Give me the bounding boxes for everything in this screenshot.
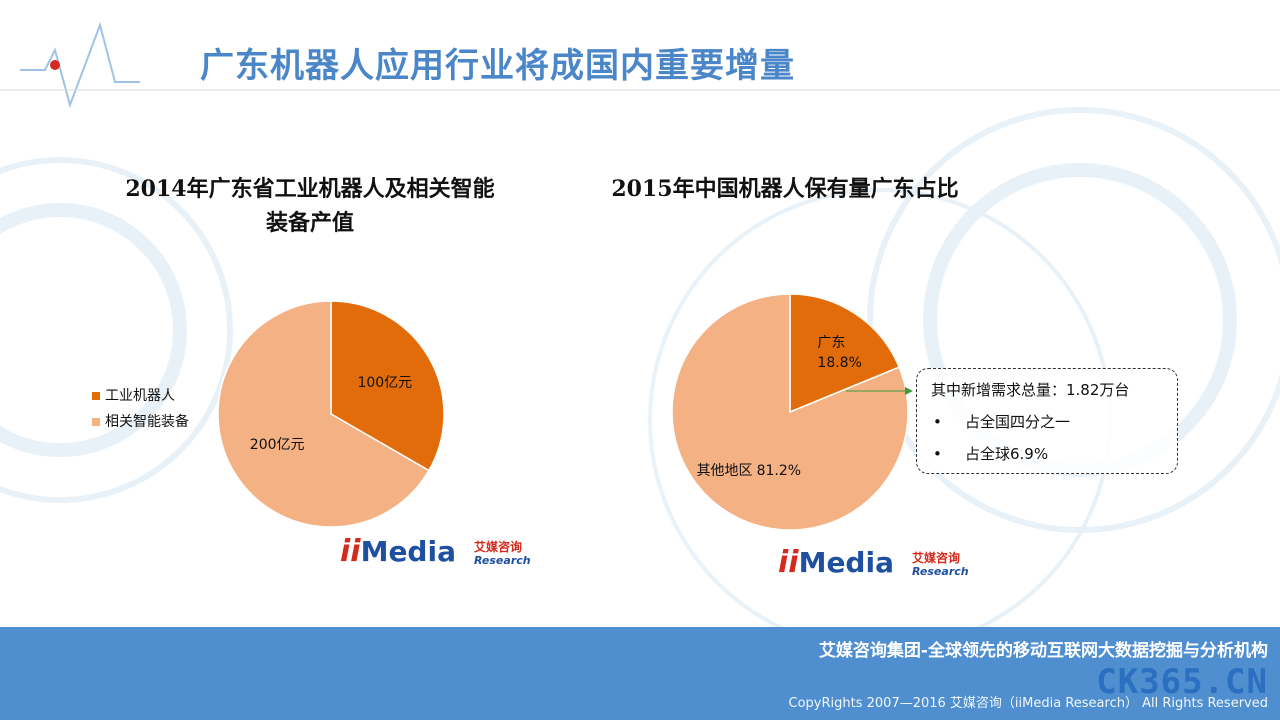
legend-swatch xyxy=(92,392,100,400)
pie-slice xyxy=(671,293,909,531)
footer-band xyxy=(0,627,1280,720)
logo-prefix: ii xyxy=(340,534,361,569)
page-title: 广东机器人应用行业将成国内重要增量 xyxy=(200,46,795,86)
data-label: 18.8% xyxy=(817,355,861,371)
callout-arrow xyxy=(846,387,913,395)
data-label-category: 广东 xyxy=(817,335,845,351)
logo-en: Research xyxy=(474,554,531,567)
callout-heading: 其中新增需求总量：1.82万台 xyxy=(931,381,1130,399)
data-label-category: 其他地区 xyxy=(697,463,753,479)
logo-brand: Media xyxy=(798,546,894,579)
logo-prefix: ii xyxy=(778,545,799,580)
logo: iiMedia 艾媒咨询 Research xyxy=(340,534,540,574)
logo-en: Research xyxy=(912,565,969,578)
callout-bullet: 占全球6.9% xyxy=(931,443,1163,464)
callout-box: 其中新增需求总量：1.82万台 占全国四分之一 占全球6.9% xyxy=(916,368,1178,474)
header-icon xyxy=(20,21,140,109)
logo-cn: 艾媒咨询 xyxy=(912,551,961,565)
callout-bullet: 占全国四分之一 xyxy=(931,411,1163,432)
header-icon-dot xyxy=(50,60,60,70)
logo-brand: Media xyxy=(360,535,456,568)
chart-title: 2014年广东省工业机器人及相关智能装备产值 xyxy=(125,176,495,236)
footer-slogan: 艾媒咨询集团-全球领先的移动互联网大数据挖掘与分析机构 xyxy=(818,641,1268,661)
data-label: 200亿元 xyxy=(250,437,305,453)
legend-swatch xyxy=(92,418,100,426)
data-label: 100亿元 xyxy=(357,375,412,391)
logo: iiMedia 艾媒咨询 Research xyxy=(778,545,978,585)
footer-copyright: CopyRights 2007—2016 艾媒咨询（iiMedia Resear… xyxy=(788,696,1268,711)
pie-slice xyxy=(789,293,901,414)
pie-slice xyxy=(330,300,445,472)
chart-title: 2015年中国机器人保有量广东占比 xyxy=(611,176,959,202)
watermark: CK365.CN xyxy=(1096,662,1268,702)
data-label: 81.2% xyxy=(757,463,801,479)
legend-label: 工业机器人 xyxy=(105,388,175,404)
pie-slice xyxy=(217,300,430,528)
logo-cn: 艾媒咨询 xyxy=(474,540,523,554)
legend-label: 相关智能装备 xyxy=(105,413,189,430)
